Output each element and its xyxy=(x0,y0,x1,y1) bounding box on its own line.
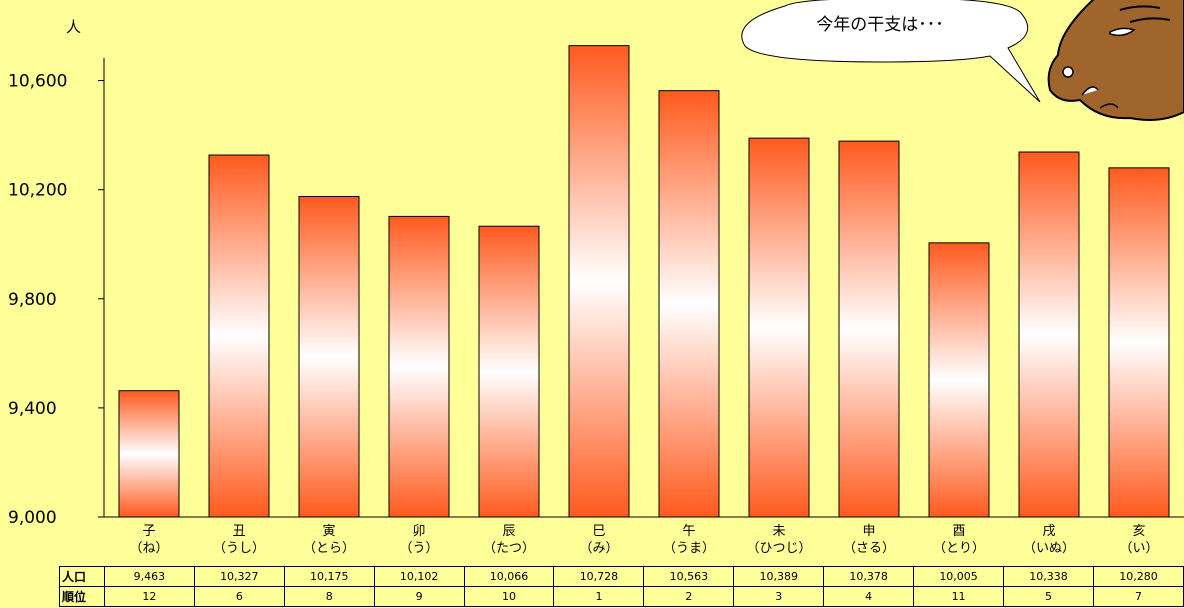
category-reading: （うま） xyxy=(663,541,715,556)
rank-cell: 9 xyxy=(373,586,465,607)
category-label: 丑 xyxy=(232,524,245,539)
rank-cell: 10 xyxy=(463,586,555,607)
bar-5 xyxy=(568,45,630,518)
rank-cell: 1 xyxy=(553,586,645,607)
boar-icon xyxy=(1047,0,1184,121)
population-cell: 10,389 xyxy=(733,566,825,587)
category-label: 子 xyxy=(142,524,155,539)
category-reading: （うし） xyxy=(213,541,265,556)
rank-cell: 5 xyxy=(1003,586,1094,607)
category-reading: （とら） xyxy=(303,541,355,556)
category-reading: （とり） xyxy=(933,541,985,556)
bar-1 xyxy=(208,154,270,518)
category-label: 午 xyxy=(682,524,695,539)
bar-6 xyxy=(658,90,720,518)
rank-cell: 7 xyxy=(1092,586,1184,607)
category-label: 酉 xyxy=(952,524,965,539)
y-tick-label: 10,200 xyxy=(8,181,67,201)
population-cell: 10,066 xyxy=(463,566,555,587)
rank-cell: 12 xyxy=(103,586,195,607)
y-tick-label: 10,600 xyxy=(8,72,67,92)
population-cell: 10,280 xyxy=(1092,566,1184,587)
category-reading: （う） xyxy=(399,541,438,556)
category-label: 卯 xyxy=(412,524,425,539)
bar-8 xyxy=(838,140,900,518)
category-reading: （いぬ） xyxy=(1023,541,1075,556)
y-tick-label: 9,400 xyxy=(8,399,57,419)
category-label: 申 xyxy=(862,524,875,539)
bar-series xyxy=(118,45,1170,518)
population-cell: 10,338 xyxy=(1003,566,1094,587)
data-table: 人口 9,463 10,327 10,175 10,102 10,066 10,728 10… xyxy=(59,566,1184,607)
category-label: 戌 xyxy=(1042,524,1055,539)
population-cell: 10,563 xyxy=(643,566,735,587)
row-header-population: 人口 xyxy=(59,566,105,587)
category-reading: （たつ） xyxy=(483,541,535,556)
category-reading: （い） xyxy=(1119,541,1158,556)
y-axis-label: 人 xyxy=(66,18,81,36)
bar-3 xyxy=(388,215,450,518)
bar-0 xyxy=(118,390,180,518)
population-cell: 10,327 xyxy=(193,566,285,587)
rank-cell: 3 xyxy=(733,586,825,607)
rank-cell: 4 xyxy=(823,586,915,607)
rank-cell: 6 xyxy=(193,586,285,607)
speech-bubble xyxy=(741,0,1041,103)
category-label: 辰 xyxy=(502,524,515,539)
category-reading: （ね） xyxy=(129,541,168,556)
category-reading: （み） xyxy=(579,541,618,556)
population-cell: 10,005 xyxy=(913,566,1005,587)
bar-11 xyxy=(1108,167,1170,518)
table-row-rank: 順位 12 6 8 9 10 1 2 3 4 11 5 7 xyxy=(59,586,1184,607)
rank-cell: 2 xyxy=(643,586,735,607)
y-tick-label: 9,800 xyxy=(8,290,57,310)
category-reading: （ひつじ） xyxy=(746,541,811,556)
category-label: 巳 xyxy=(592,524,605,539)
y-axis: 9,000 9,400 9,800 10,200 10,600 人 xyxy=(8,18,1184,528)
speech-bubble-text: 今年の干支は･･･ xyxy=(816,15,944,35)
population-cell: 10,175 xyxy=(283,566,375,587)
category-label: 未 xyxy=(772,524,785,539)
category-labels: 子 （ね） 丑 （うし） 寅 （とら） 卯 （う） 辰 （たつ） 巳 （み） 午 （うま） 未 （ひつじ） 申 （… xyxy=(129,523,1158,556)
category-label: 寅 xyxy=(322,523,335,539)
category-label: 亥 xyxy=(1132,524,1145,539)
population-cell: 10,378 xyxy=(823,566,915,587)
bar-9 xyxy=(928,242,990,518)
bar-10 xyxy=(1018,151,1080,518)
population-cell: 10,102 xyxy=(373,566,465,587)
table-row-population: 人口 9,463 10,327 10,175 10,102 10,066 10,728 10… xyxy=(59,566,1184,587)
row-header-rank: 順位 xyxy=(59,586,105,607)
population-cell: 9,463 xyxy=(103,566,195,587)
bar-4 xyxy=(478,225,540,518)
population-cell: 10,728 xyxy=(553,566,645,587)
y-tick-label: 9,000 xyxy=(8,508,57,528)
bar-7 xyxy=(748,137,810,518)
bar-2 xyxy=(298,195,360,518)
rank-cell: 11 xyxy=(913,586,1005,607)
rank-cell: 8 xyxy=(283,586,375,607)
category-reading: （さる） xyxy=(843,541,895,556)
